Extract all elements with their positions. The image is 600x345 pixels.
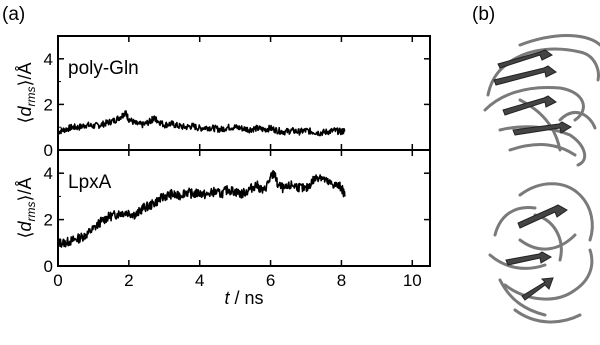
series-line-top bbox=[57, 110, 346, 137]
inset-label-bottom: LpxA bbox=[68, 172, 112, 193]
x-tick-label: 2 bbox=[124, 271, 133, 290]
x-tick-label: 0 bbox=[53, 271, 62, 290]
x-tick-label: 10 bbox=[403, 271, 422, 290]
chart-top: 0 2 4 poly-Gln ⟨drms⟩/Å bbox=[15, 35, 431, 160]
x-axis-label: t / ns bbox=[224, 288, 263, 308]
ticks-top: 0 2 4 bbox=[44, 36, 430, 160]
y-tick-label-top: 4 bbox=[44, 50, 53, 69]
x-tick-label: 6 bbox=[266, 271, 275, 290]
panel-label-b: (b) bbox=[472, 4, 495, 25]
y-tick-label-top: 2 bbox=[44, 95, 53, 114]
y-tick-label-bottom: 2 bbox=[44, 211, 53, 230]
ticks-bottom: 0 2 4 0 2 4 6 8 10 bbox=[44, 150, 430, 290]
x-tick-label: 8 bbox=[337, 271, 346, 290]
y-tick-label-bottom: 0 bbox=[44, 257, 53, 276]
y-tick-label-bottom: 4 bbox=[44, 164, 53, 183]
series-line-bottom bbox=[57, 170, 346, 248]
x-tick-label: 4 bbox=[195, 271, 204, 290]
protein-arrows-lpxa bbox=[505, 204, 568, 301]
inset-label-top: poly-Gln bbox=[68, 58, 139, 79]
panel-label-a: (a) bbox=[2, 4, 25, 25]
protein-arrows-poly-gln bbox=[493, 49, 572, 136]
y-axis-label-bottom: ⟨drms⟩/Å bbox=[15, 177, 38, 238]
plot-frame-top bbox=[57, 35, 431, 151]
chart-bottom: 0 2 4 0 2 4 6 8 10 LpxA ⟨drms⟩/Å t / ns bbox=[15, 149, 431, 308]
y-axis-label-top: ⟨drms⟩/Å bbox=[15, 62, 38, 123]
protein-structure-poly-gln bbox=[483, 34, 600, 167]
plot-frame-bottom bbox=[57, 149, 431, 267]
y-tick-label-top: 0 bbox=[44, 141, 53, 160]
